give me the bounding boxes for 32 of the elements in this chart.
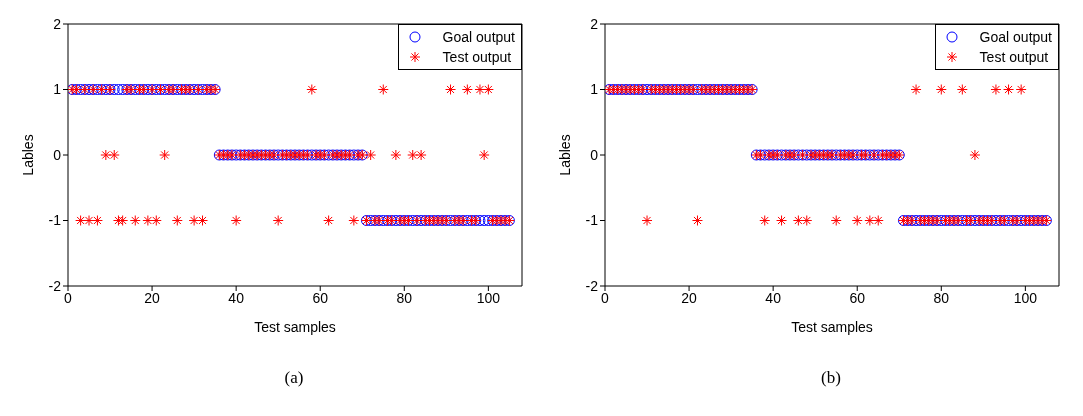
x-tick-label: 80 <box>396 289 413 306</box>
y-tick-label: -1 <box>48 212 62 229</box>
legend-label: Test output <box>442 48 512 67</box>
x-tick-label: 40 <box>228 289 245 306</box>
x-tick-label: 20 <box>144 289 161 306</box>
x-tick-label: 60 <box>849 289 866 306</box>
legend-label: Goal output <box>979 28 1052 47</box>
y-tick-label: 0 <box>590 146 599 163</box>
y-axis-title: Lables <box>19 134 36 176</box>
y-tick-label: -1 <box>585 212 599 229</box>
x-tick-label: 60 <box>312 289 329 306</box>
y-tick-label: 2 <box>53 15 62 32</box>
x-tick-label: 0 <box>601 289 610 306</box>
legend-label: Test output <box>979 48 1049 67</box>
text: (a) <box>283 368 305 388</box>
x-tick-label: 100 <box>476 289 501 306</box>
x-axis-title: Test samples <box>791 319 873 335</box>
y-tick-label: 0 <box>53 146 62 163</box>
x-tick-label: 100 <box>1013 289 1038 306</box>
x-tick-label: 0 <box>64 289 73 306</box>
x-tick-label: 80 <box>933 289 950 306</box>
y-axis-title: Lables <box>556 134 573 176</box>
x-tick-label: 40 <box>765 289 782 306</box>
y-tick-label: -2 <box>48 277 62 294</box>
x-axis-title: Test samples <box>254 319 336 335</box>
y-tick-label: -2 <box>585 277 599 294</box>
text: (b) <box>820 368 842 388</box>
y-tick-label: 1 <box>590 81 599 98</box>
legend-label: Goal output <box>442 28 515 47</box>
y-tick-label: 2 <box>590 15 599 32</box>
y-tick-label: 1 <box>53 81 62 98</box>
x-tick-label: 20 <box>681 289 698 306</box>
